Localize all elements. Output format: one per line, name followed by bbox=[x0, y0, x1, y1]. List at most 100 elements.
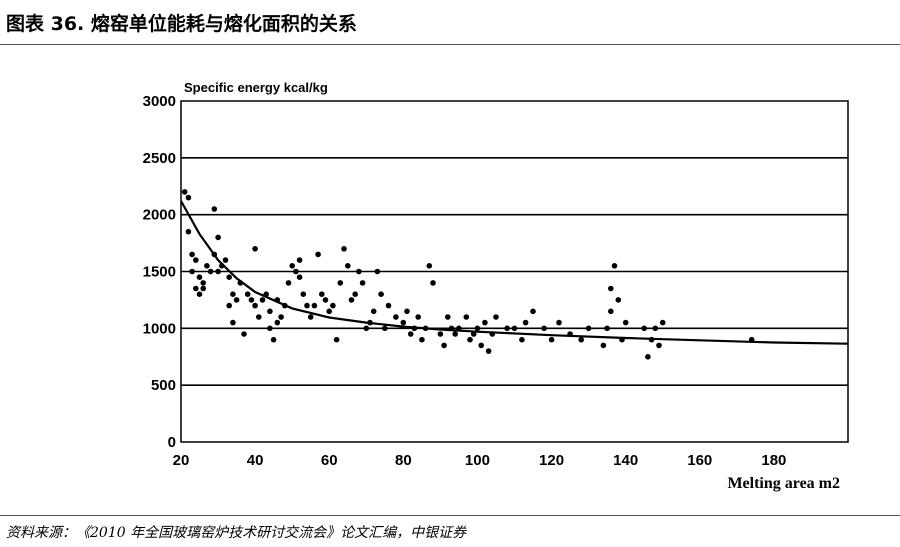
x-tick-label: 40 bbox=[247, 452, 264, 469]
x-tick-label: 120 bbox=[539, 452, 564, 469]
data-point bbox=[519, 336, 525, 343]
data-point bbox=[452, 331, 459, 337]
data-point bbox=[222, 257, 229, 263]
data-point bbox=[441, 342, 447, 349]
data-point bbox=[196, 274, 203, 281]
data-point bbox=[370, 308, 377, 315]
data-point bbox=[233, 297, 240, 303]
y-tick-labels: 0 500 1000 1500 2000 2500 3000 bbox=[143, 93, 176, 451]
x-tick-label: 80 bbox=[395, 452, 412, 469]
data-point bbox=[463, 314, 470, 320]
footer-divider bbox=[0, 515, 900, 516]
data-point bbox=[319, 291, 325, 298]
data-point bbox=[430, 280, 436, 286]
data-point bbox=[185, 194, 192, 201]
data-point bbox=[215, 234, 221, 241]
data-point bbox=[419, 336, 425, 343]
data-point bbox=[322, 297, 329, 303]
data-point bbox=[270, 336, 277, 343]
data-point bbox=[226, 274, 232, 281]
data-point bbox=[285, 280, 292, 286]
data-point bbox=[211, 251, 218, 258]
data-point bbox=[530, 308, 536, 315]
data-point bbox=[456, 325, 462, 332]
figure-title: 图表 36. 熔窑单位能耗与熔化面积的关系 bbox=[6, 13, 357, 35]
trend-curve bbox=[180, 200, 849, 345]
data-point bbox=[382, 325, 388, 332]
data-point bbox=[345, 263, 351, 269]
y-axis-title: Specific energy kcal/kg bbox=[184, 80, 328, 95]
title-divider bbox=[0, 44, 900, 45]
data-point bbox=[204, 263, 210, 269]
data-point bbox=[393, 314, 399, 320]
data-point bbox=[315, 251, 321, 258]
data-point bbox=[493, 314, 499, 320]
data-point bbox=[289, 263, 296, 269]
data-point bbox=[337, 280, 344, 286]
data-point bbox=[652, 325, 659, 332]
data-point bbox=[522, 319, 529, 326]
data-point bbox=[181, 189, 188, 195]
data-point bbox=[622, 319, 629, 326]
data-point bbox=[400, 319, 407, 326]
data-point bbox=[426, 263, 433, 269]
y-tick-label: 0 bbox=[168, 434, 176, 451]
data-point bbox=[189, 251, 195, 258]
data-points bbox=[181, 189, 755, 360]
data-point bbox=[267, 308, 273, 315]
data-point bbox=[511, 325, 518, 332]
source-note: 资料来源：《2010 年全国玻璃窑炉技术研讨交流会》论文汇编，中银证券 bbox=[6, 525, 467, 541]
data-point bbox=[504, 325, 510, 332]
data-point bbox=[482, 319, 488, 326]
data-point bbox=[282, 302, 288, 309]
data-point bbox=[611, 263, 618, 269]
data-point bbox=[307, 314, 314, 320]
data-point bbox=[608, 285, 614, 292]
data-point bbox=[252, 246, 258, 252]
y-tick-label: 3000 bbox=[143, 93, 176, 110]
data-point bbox=[378, 291, 384, 298]
data-point bbox=[230, 291, 236, 298]
data-point bbox=[296, 274, 303, 281]
data-point bbox=[259, 297, 266, 303]
data-point bbox=[248, 297, 255, 303]
data-point bbox=[567, 331, 573, 337]
data-point bbox=[215, 268, 221, 275]
data-point bbox=[244, 291, 251, 298]
data-point bbox=[645, 354, 651, 360]
data-point bbox=[359, 280, 366, 286]
data-point bbox=[478, 342, 485, 349]
x-axis-title: Melting area m2 bbox=[727, 475, 840, 492]
data-point bbox=[189, 268, 195, 275]
data-point bbox=[226, 302, 232, 309]
x-tick-label: 160 bbox=[687, 452, 712, 469]
data-point bbox=[293, 268, 299, 275]
x-tick-label: 100 bbox=[465, 452, 490, 469]
data-point bbox=[437, 331, 444, 337]
data-point bbox=[193, 257, 199, 263]
data-point bbox=[619, 336, 625, 343]
data-point bbox=[470, 331, 477, 337]
y-tick-label: 2500 bbox=[143, 150, 176, 167]
data-point bbox=[474, 325, 481, 332]
data-point bbox=[267, 325, 273, 332]
y-tick-label: 1500 bbox=[143, 264, 176, 281]
data-point bbox=[385, 302, 392, 309]
data-point bbox=[356, 268, 362, 275]
y-tick-label: 1000 bbox=[143, 320, 176, 337]
data-point bbox=[252, 302, 258, 309]
x-tick-label: 140 bbox=[613, 452, 638, 469]
data-point bbox=[207, 268, 214, 275]
data-point bbox=[333, 336, 340, 343]
data-point bbox=[300, 291, 307, 298]
data-point bbox=[367, 319, 373, 326]
data-point bbox=[415, 314, 422, 320]
data-point bbox=[548, 336, 555, 343]
data-point bbox=[485, 348, 492, 354]
data-point bbox=[311, 302, 318, 309]
data-point bbox=[278, 314, 284, 320]
data-point bbox=[330, 302, 336, 309]
data-point bbox=[241, 331, 247, 337]
data-point bbox=[608, 308, 614, 315]
data-point bbox=[274, 297, 281, 303]
